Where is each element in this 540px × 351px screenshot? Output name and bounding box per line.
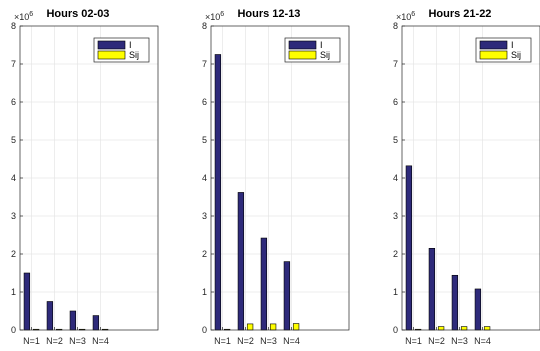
y-tick-label: 3 <box>202 211 207 221</box>
legend-label-i: I <box>511 40 514 50</box>
y-tick-label: 7 <box>202 59 207 69</box>
y-tick-label: 1 <box>393 287 398 297</box>
y-tick-label: 5 <box>11 135 16 145</box>
legend-label-sij: Sij <box>511 50 521 60</box>
bar-i-n4[interactable] <box>283 261 291 331</box>
x-tick-label: N=2 <box>46 336 63 346</box>
y-tick-label: 7 <box>11 59 16 69</box>
y-tick-label: 5 <box>202 135 207 145</box>
bar-i-n2[interactable] <box>46 301 54 331</box>
y-tick-label: 0 <box>202 325 207 335</box>
y-tick-label: 6 <box>11 97 16 107</box>
y-tick-label: 0 <box>393 325 398 335</box>
x-tick-label: N=1 <box>405 336 422 346</box>
x-tick-label: N=1 <box>214 336 231 346</box>
bar-i-n1[interactable] <box>405 165 413 331</box>
bar-sij-n2[interactable] <box>246 323 254 331</box>
x-tick-label: N=1 <box>23 336 40 346</box>
bar-i-n4[interactable] <box>474 288 482 331</box>
bar-sij-n3[interactable] <box>269 323 277 331</box>
x-tick-label: N=4 <box>92 336 109 346</box>
y-tick-label: 1 <box>202 287 207 297</box>
bar-sij-n4[interactable] <box>292 323 300 331</box>
bar-sij-n4[interactable] <box>483 326 491 331</box>
y-tick-label: 8 <box>202 21 207 31</box>
y-tick-label: 8 <box>393 21 398 31</box>
x-tick-label: N=4 <box>283 336 300 346</box>
legend-swatch-i <box>288 40 317 50</box>
chart-title: Hours 21-22 <box>428 8 491 20</box>
y-tick-label: 3 <box>11 211 16 221</box>
bar-i-n1[interactable] <box>214 54 222 331</box>
legend-swatch-sij <box>288 50 317 60</box>
y-tick-label: 8 <box>11 21 16 31</box>
y-tick-label: 5 <box>393 135 398 145</box>
legend-swatch-sij <box>97 50 126 60</box>
y-exponent-label: ×106 <box>396 11 415 22</box>
x-tick-label: N=3 <box>260 336 277 346</box>
y-tick-label: 7 <box>393 59 398 69</box>
x-tick-label: N=4 <box>474 336 491 346</box>
y-tick-label: 2 <box>202 249 207 259</box>
y-tick-label: 6 <box>202 97 207 107</box>
y-tick-label: 4 <box>202 173 207 183</box>
bar-sij-n3[interactable] <box>460 326 468 331</box>
y-tick-label: 1 <box>11 287 16 297</box>
y-tick-label: 2 <box>393 249 398 259</box>
x-tick-label: N=2 <box>237 336 254 346</box>
y-tick-label: 6 <box>393 97 398 107</box>
bar-i-n1[interactable] <box>23 272 31 331</box>
bar-sij-n2[interactable] <box>437 326 445 331</box>
legend-label-i: I <box>129 40 132 50</box>
bar-i-n3[interactable] <box>69 310 77 331</box>
legend-swatch-i <box>479 40 508 50</box>
bar-i-n4[interactable] <box>92 315 100 331</box>
y-tick-label: 4 <box>11 173 16 183</box>
legend-label-i: I <box>320 40 323 50</box>
legend-label-sij: Sij <box>320 50 330 60</box>
y-tick-label: 2 <box>11 249 16 259</box>
legend-label-sij: Sij <box>129 50 139 60</box>
y-exponent-label: ×106 <box>205 11 224 22</box>
y-tick-label: 4 <box>393 173 398 183</box>
x-tick-label: N=3 <box>451 336 468 346</box>
legend-swatch-sij <box>479 50 508 60</box>
bar-i-n3[interactable] <box>260 237 268 331</box>
bar-i-n2[interactable] <box>237 192 245 331</box>
chart-title: Hours 02-03 <box>46 8 109 20</box>
bar-i-n3[interactable] <box>451 274 459 331</box>
y-exponent-label: ×106 <box>14 11 33 22</box>
legend-swatch-i <box>97 40 126 50</box>
y-tick-label: 3 <box>393 211 398 221</box>
x-tick-label: N=2 <box>428 336 445 346</box>
chart-title: Hours 12-13 <box>237 8 300 20</box>
y-tick-label: 0 <box>11 325 16 335</box>
bar-i-n2[interactable] <box>428 248 436 331</box>
x-tick-label: N=3 <box>69 336 86 346</box>
